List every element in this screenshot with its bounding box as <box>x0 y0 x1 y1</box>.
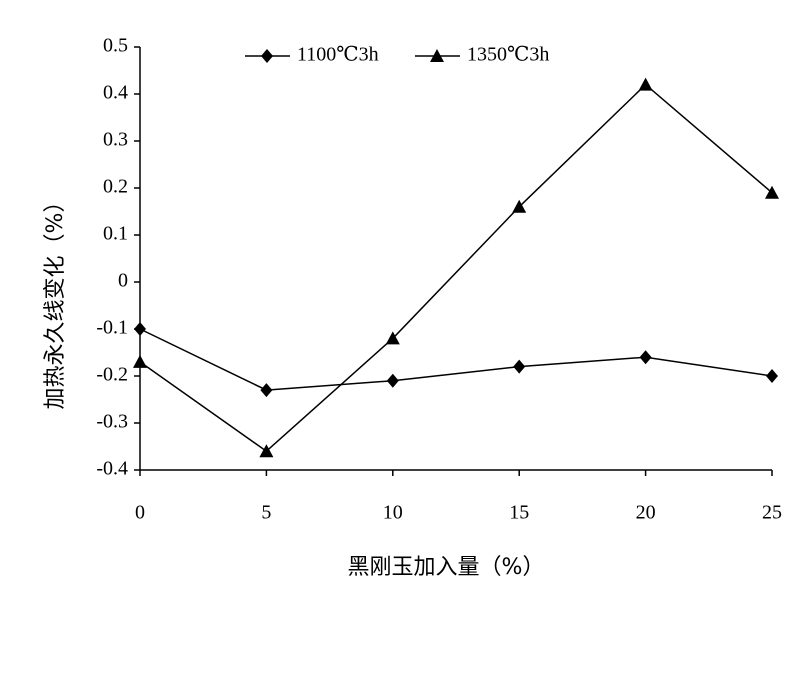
marker <box>765 185 779 199</box>
y-tick-label: -0.2 <box>96 364 128 386</box>
marker <box>512 199 527 213</box>
marker <box>134 322 146 336</box>
marker <box>260 383 273 398</box>
series-line <box>139 328 773 391</box>
y-tick-label: 0 <box>118 270 128 292</box>
x-tick-label: 25 <box>762 502 782 524</box>
y-tick-label: 0.4 <box>103 82 128 104</box>
marker <box>430 49 444 62</box>
marker <box>133 354 147 368</box>
marker <box>259 444 274 458</box>
x-tick-label: 10 <box>383 502 403 524</box>
y-tick-label: 0.1 <box>103 223 128 245</box>
y-tick-label: 0.3 <box>103 129 128 151</box>
x-tick-label: 0 <box>135 502 145 524</box>
x-axis-label: 黑刚玉加入量（%） <box>348 555 545 580</box>
marker <box>513 359 526 374</box>
x-tick-label: 5 <box>261 502 271 524</box>
marker <box>261 49 273 63</box>
y-tick-label: -0.3 <box>96 411 128 433</box>
legend-label: 1100℃3h <box>297 44 379 66</box>
marker <box>766 369 778 383</box>
series-line <box>139 83 773 453</box>
x-tick-label: 15 <box>509 502 529 524</box>
marker <box>386 373 399 388</box>
marker <box>639 350 652 365</box>
marker <box>638 77 653 91</box>
x-tick-label: 20 <box>636 502 656 524</box>
y-tick-label: 0.2 <box>103 176 128 198</box>
legend-label: 1350℃3h <box>467 44 549 66</box>
y-tick-label: 0.5 <box>103 35 128 57</box>
marker <box>385 331 400 345</box>
y-tick-label: -0.1 <box>96 317 128 339</box>
y-axis-label: 加热永久线变化（%） <box>43 191 68 410</box>
y-tick-label: -0.4 <box>96 458 128 480</box>
